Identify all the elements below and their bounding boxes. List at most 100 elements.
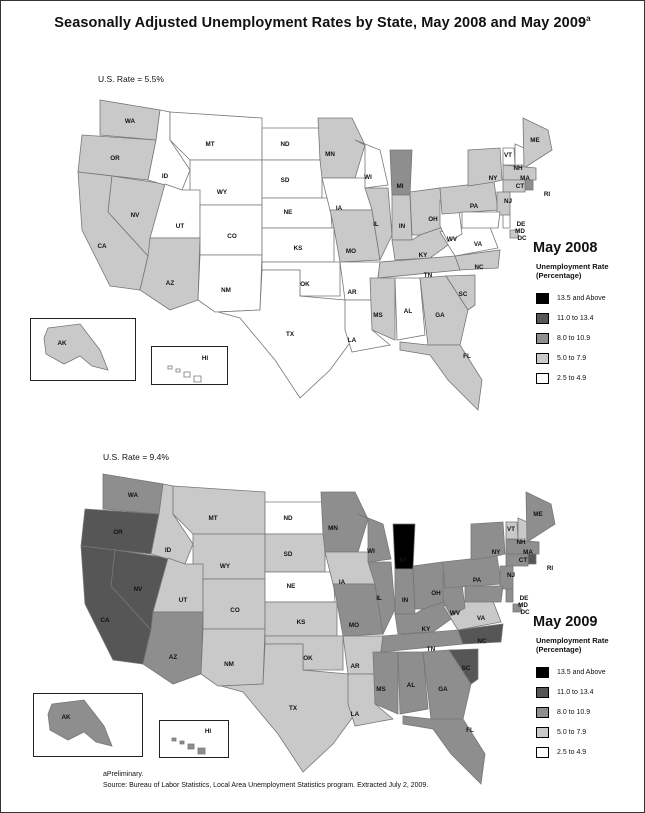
legend-swatch	[536, 727, 549, 738]
state-label-mi: MI	[400, 557, 407, 564]
figure-title: Seasonally Adjusted Unemployment Rates b…	[54, 14, 591, 31]
state-ms	[369, 277, 396, 341]
state-ma	[502, 164, 537, 181]
hawaii-island-0	[167, 365, 173, 370]
state-label-dc: DC	[520, 609, 530, 616]
legend-item: 13.5 and Above	[536, 292, 606, 305]
state-label-co: CO	[227, 233, 237, 240]
state-label-ia: IA	[336, 205, 343, 212]
hawaii-island-1	[179, 740, 185, 745]
state-me	[525, 491, 556, 543]
state-label-la: LA	[351, 711, 360, 718]
state-label-nm: NM	[221, 287, 231, 294]
state-label-mo: MO	[349, 622, 359, 629]
legend-label: 5.0 to 7.9	[557, 355, 587, 362]
state-label-mi: MI	[397, 183, 404, 190]
hawaii-island-3	[197, 747, 206, 755]
legend-item: 11.0 to 13.4	[536, 686, 593, 699]
state-label-la: LA	[348, 337, 357, 344]
state-de	[505, 588, 514, 603]
hawaii-island-2	[187, 743, 195, 750]
legend-swatch	[536, 747, 549, 758]
legend-item: 2.5 to 4.9	[536, 746, 586, 759]
legend-label: 5.0 to 7.9	[557, 729, 587, 736]
state-label-ks: KS	[294, 245, 303, 252]
state-label-nh: NH	[513, 165, 523, 172]
state-label-wi: WI	[364, 174, 372, 181]
state-label-me: ME	[530, 137, 539, 144]
state-label-md: MD	[518, 602, 528, 609]
state-label-va: VA	[474, 241, 483, 248]
state-label-id: ID	[162, 173, 169, 180]
state-label-sc: SC	[459, 291, 468, 298]
state-label-nv: NV	[134, 586, 144, 593]
state-label-ks: KS	[297, 619, 306, 626]
hawaii-inset-2009	[159, 720, 229, 758]
state-label-nd: ND	[280, 141, 290, 148]
state-label-il: IL	[376, 595, 382, 602]
state-label-wa: WA	[128, 492, 139, 499]
state-sc	[445, 274, 476, 311]
state-label-fl: FL	[466, 727, 474, 734]
state-label-il: IL	[373, 221, 379, 228]
state-label-tx: TX	[289, 705, 298, 712]
state-label-mt: MT	[208, 515, 217, 522]
state-wi	[357, 513, 392, 563]
state-label-sc: SC	[462, 665, 471, 672]
source-note: Source: Bureau of Labor Statistics, Loca…	[103, 782, 429, 789]
state-ga	[422, 649, 472, 720]
state-al	[397, 651, 429, 715]
state-label-md: MD	[515, 228, 525, 235]
state-label-wv: WV	[447, 236, 458, 243]
state-label-ok: OK	[300, 281, 310, 288]
state-label-mt: MT	[205, 141, 214, 148]
legend-label: 2.5 to 4.9	[557, 375, 587, 382]
state-label-oh: OH	[428, 216, 438, 223]
state-label-ct: CT	[519, 557, 528, 564]
state-label-ga: GA	[435, 312, 445, 319]
state-wi	[354, 139, 389, 189]
legend-swatch	[536, 687, 549, 698]
state-label-ky: KY	[419, 252, 429, 259]
state-az	[142, 611, 204, 685]
legend-swatch	[536, 333, 549, 344]
state-dc	[509, 229, 519, 239]
legend-item: 11.0 to 13.4	[536, 312, 593, 325]
state-label-tx: TX	[286, 331, 295, 338]
state-label-nj: NJ	[507, 572, 516, 579]
state-label-ms: MS	[376, 686, 385, 693]
state-label-nm: NM	[224, 661, 234, 668]
legend-label: 11.0 to 13.4	[557, 689, 594, 696]
state-label-ri: RI	[547, 565, 554, 572]
state-ct	[505, 553, 529, 567]
state-nc	[457, 623, 504, 645]
hawaii-island-1	[175, 368, 181, 373]
legend-swatch	[536, 353, 549, 364]
state-label-hi: HI	[205, 728, 212, 735]
state-label-pa: PA	[470, 203, 479, 210]
legend-item: 8.0 to 10.9	[536, 332, 590, 345]
state-label-az: AZ	[169, 654, 178, 661]
state-tx	[220, 643, 356, 773]
footnote: aPreliminary.	[103, 771, 144, 778]
state-label-ma: MA	[523, 549, 533, 556]
hawaii-inset-2008	[151, 346, 228, 385]
state-label-ok: OK	[303, 655, 313, 662]
state-label-ky: KY	[422, 626, 432, 633]
state-label-wy: WY	[220, 563, 231, 570]
state-ms	[372, 651, 399, 715]
state-label-dc: DC	[517, 235, 527, 242]
legend-label: 13.5 and Above	[557, 669, 606, 676]
state-label-al: AL	[404, 308, 413, 315]
state-label-pa: PA	[473, 577, 482, 584]
state-label-co: CO	[230, 607, 240, 614]
state-ny	[470, 521, 506, 561]
state-label-mo: MO	[346, 248, 356, 255]
state-md	[461, 211, 501, 229]
state-fl	[399, 341, 483, 411]
hawaii-island-0	[171, 737, 177, 742]
us-rate-2009: U.S. Rate = 9.4%	[103, 452, 169, 462]
state-fl	[402, 715, 486, 785]
